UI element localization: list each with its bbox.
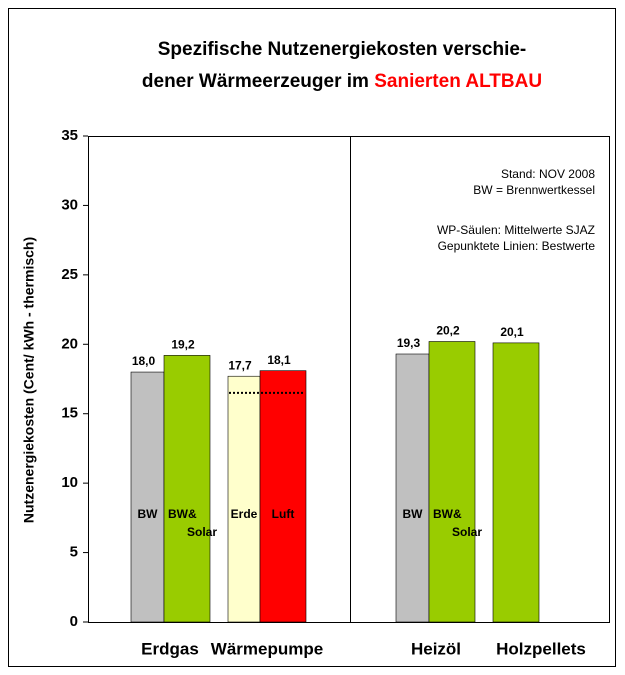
value-label: 20,1 (500, 325, 524, 339)
y-tick-label: 5 (70, 544, 78, 561)
value-label: 18,0 (132, 354, 156, 368)
title-part: dener Wärmeerzeuger im (142, 71, 374, 92)
bar-label: BW (403, 507, 424, 521)
bar-label: Solar (187, 525, 217, 539)
value-label: 18,1 (267, 353, 291, 367)
bar (492, 342, 540, 623)
value-label: 17,7 (228, 358, 252, 372)
bar-label: BW& (168, 507, 197, 521)
value-label: 20,2 (436, 324, 460, 338)
outer-frame (8, 8, 616, 667)
bar-label: Erde (231, 507, 258, 521)
x-tick-label: Heizöl (411, 639, 461, 658)
bar-label: Solar (452, 525, 482, 539)
x-tick-label: Wärmepumpe (211, 639, 323, 658)
value-label: 19,3 (397, 336, 421, 350)
bar (395, 353, 430, 623)
bar (163, 355, 211, 623)
bar (130, 371, 165, 623)
y-tick-label: 25 (61, 266, 78, 283)
chart-title: dener Wärmeerzeuger im Sanierten ALTBAU (142, 71, 542, 92)
y-tick-label: 30 (61, 196, 78, 213)
y-tick-label: 0 (70, 613, 78, 630)
bar-label: BW (138, 507, 159, 521)
y-tick-label: 15 (61, 405, 78, 422)
x-tick-label: Erdgas (141, 639, 199, 658)
chart-title: Spezifische Nutzenergiekosten verschie- (158, 39, 527, 60)
bar (227, 375, 261, 623)
y-axis-label: Nutzenergiekosten (Cent/ kWh - thermisch… (21, 237, 37, 523)
value-label: 19,2 (171, 338, 195, 352)
bar (428, 341, 476, 623)
bar (259, 370, 307, 623)
annotation: Gepunktete Linien: Bestwerte (438, 239, 596, 253)
bar-label: BW& (433, 507, 462, 521)
y-tick-label: 10 (61, 474, 78, 491)
plot-frame (88, 136, 610, 623)
annotation: BW = Brennwertkessel (473, 183, 595, 197)
x-tick-label: Holzpellets (496, 639, 586, 658)
annotation: Stand: NOV 2008 (501, 167, 595, 181)
y-tick-label: 35 (61, 127, 78, 144)
y-tick-label: 20 (61, 335, 78, 352)
bar-label: Luft (272, 507, 295, 521)
title-highlight: Sanierten ALTBAU (374, 71, 542, 92)
annotation: WP-Säulen: Mittelwerte SJAZ (437, 223, 595, 237)
